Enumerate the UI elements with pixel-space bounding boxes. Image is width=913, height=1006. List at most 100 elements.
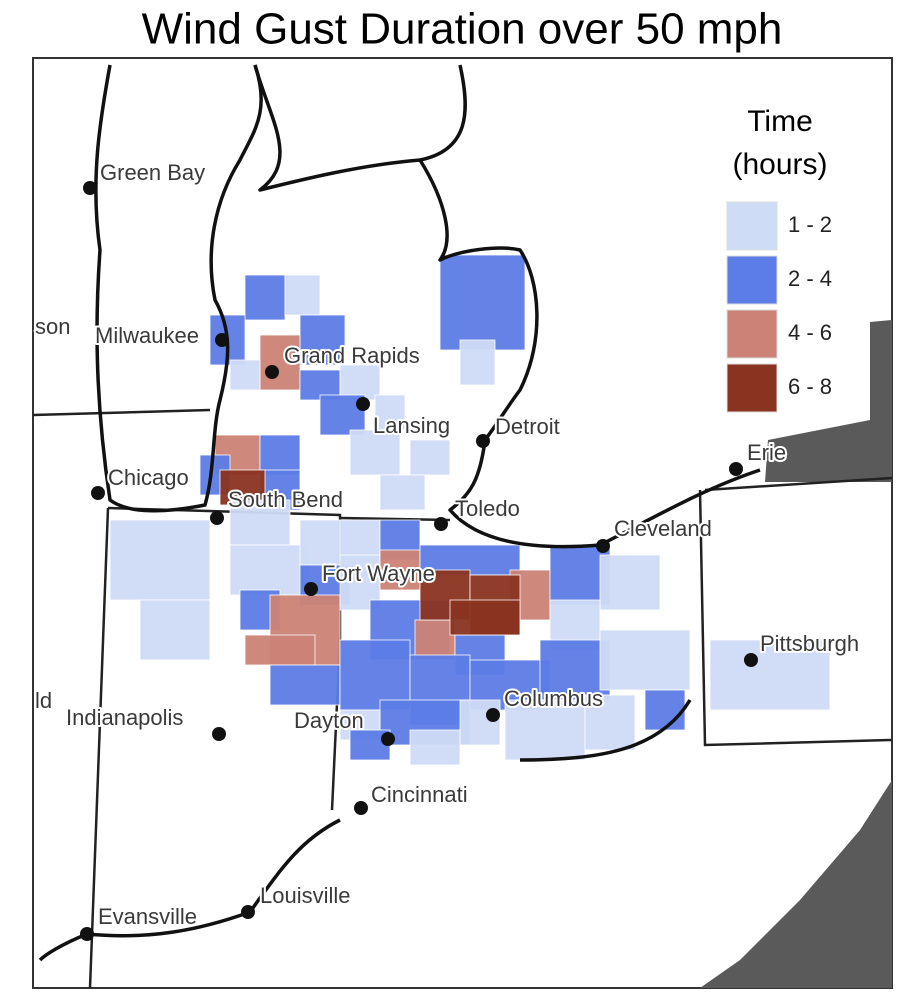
city-label: Indianapolis [66, 705, 183, 730]
basemap [32, 320, 893, 989]
legend-box [705, 95, 870, 415]
legend: Time (hours) 1 - 2 2 - 4 4 - 6 6 - 8 [726, 105, 832, 413]
county [339, 519, 381, 561]
county [349, 429, 401, 476]
city-label: Louisville [260, 883, 351, 908]
legend-swatch [726, 309, 778, 359]
state-line [339, 516, 451, 522]
state-line [698, 489, 893, 747]
ohio-river-east [519, 699, 692, 762]
county [259, 434, 301, 476]
county [409, 439, 451, 476]
county [269, 664, 341, 706]
county [139, 599, 211, 661]
county [229, 544, 311, 596]
city-dot [91, 486, 105, 500]
city-label: Cleveland [614, 516, 712, 541]
city-label: Detroit [495, 414, 560, 439]
city-label: South Bend [228, 487, 343, 512]
county [409, 729, 461, 766]
city-dot [304, 582, 318, 596]
legend-label: 2 - 4 [788, 266, 832, 291]
city-dot [744, 653, 758, 667]
county [504, 699, 586, 761]
county [229, 499, 291, 546]
city-dot [354, 801, 368, 815]
county [539, 639, 611, 701]
city-dot [729, 462, 743, 476]
county [584, 694, 636, 751]
county [229, 359, 261, 391]
city-dot [596, 539, 610, 553]
city-label: Fort Wayne [322, 561, 435, 586]
title: Wind Gust Duration over 50 mph [142, 5, 783, 54]
city-label: Pittsburgh [760, 631, 859, 656]
county [644, 689, 686, 731]
county [449, 599, 521, 636]
city-dot [83, 181, 97, 195]
city-label: Lansing [373, 413, 450, 438]
county [339, 639, 411, 711]
counties [109, 254, 831, 766]
city-label: Evansville [98, 904, 197, 929]
city-dot [241, 905, 255, 919]
legend-label: 6 - 8 [788, 374, 832, 399]
edge-label: ld [35, 688, 52, 713]
county [299, 519, 341, 566]
county [109, 519, 211, 601]
city-dot [80, 927, 94, 941]
legend-label: 1 - 2 [788, 212, 832, 237]
state-line [32, 408, 211, 417]
lake-michigan-shore [94, 64, 263, 513]
county [259, 334, 301, 391]
cities: Green Bay Milwaukee Grand Rapids Lansing Det… [33, 158, 861, 941]
county [599, 629, 691, 691]
county [299, 314, 346, 366]
city-label: Green Bay [100, 160, 205, 185]
county [244, 274, 286, 321]
county [459, 699, 501, 746]
city-label: Erie [747, 440, 786, 465]
legend-swatch [726, 201, 778, 251]
county [379, 474, 426, 511]
legend-swatch [726, 363, 778, 413]
county [599, 554, 661, 611]
county [244, 634, 316, 666]
city-dot [265, 365, 279, 379]
city-dot [356, 397, 370, 411]
city-label: Dayton [294, 708, 364, 733]
county [379, 549, 421, 591]
city-label: Toledo [455, 496, 520, 521]
state-line [88, 507, 110, 989]
land-gray [700, 780, 892, 988]
state-line [704, 476, 893, 492]
city-label: Milwaukee [95, 323, 199, 348]
legend-label: 4 - 6 [788, 320, 832, 345]
legend-title: (hours) [732, 148, 827, 181]
legend-title: Time [747, 105, 813, 138]
city-dot [215, 333, 229, 347]
city-dot [486, 708, 500, 722]
city-label: Columbus [504, 686, 603, 711]
city-label: Chicago [108, 465, 189, 490]
city-label: Grand Rapids [284, 343, 420, 368]
county [284, 274, 321, 316]
city-dot [434, 517, 448, 531]
county [709, 639, 831, 711]
city-dot [212, 727, 226, 741]
city-dot [476, 434, 490, 448]
legend-swatch [726, 255, 778, 305]
county [439, 254, 526, 351]
county [459, 339, 496, 386]
county [219, 469, 266, 506]
land-gray [765, 320, 892, 482]
city-dot [210, 511, 224, 525]
county [374, 394, 406, 431]
edge-label: son [35, 314, 70, 339]
upper-shore [253, 64, 467, 192]
city-label: Cincinnati [371, 782, 468, 807]
city-dot [381, 732, 395, 746]
ohio-river [38, 818, 341, 962]
county [414, 619, 456, 661]
